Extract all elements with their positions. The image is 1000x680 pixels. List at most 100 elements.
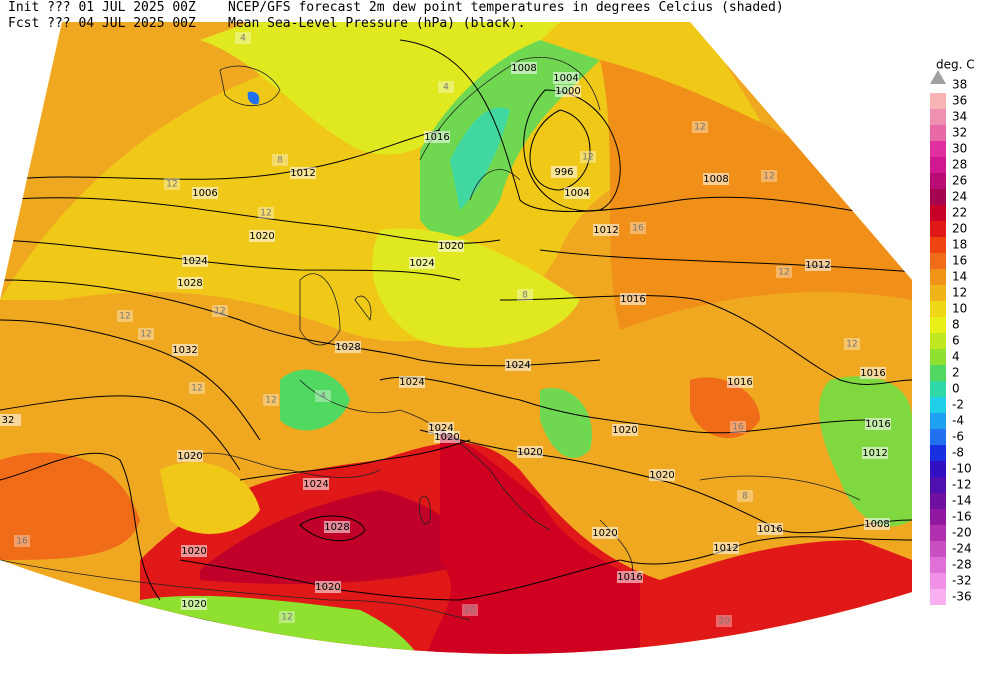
dewpoint-label-bg	[189, 382, 205, 394]
dewpoint-label-bg	[761, 170, 777, 182]
colorbar-label: -36	[952, 590, 972, 604]
pressure-label-bg	[865, 418, 891, 430]
pressure-label: 1024	[182, 256, 207, 267]
colorbar-swatch	[930, 509, 946, 525]
dewpoint-label: 12	[846, 340, 857, 350]
pressure-label: 1016	[300, 649, 325, 660]
dewpoint-label-bg	[692, 121, 708, 133]
colorbar-label: 18	[952, 238, 967, 252]
colorbar-swatch	[930, 477, 946, 493]
pressure-label-bg	[0, 414, 21, 426]
pressure-label: 1016	[757, 524, 782, 535]
dewpoint-label: 12	[166, 180, 177, 190]
pressure-label: 1016	[620, 294, 645, 305]
dewpoint-label-bg	[438, 81, 454, 93]
pressure-label: 1020	[517, 447, 542, 458]
pressure-label: 1020	[649, 470, 674, 481]
colorbar-swatch	[930, 365, 946, 381]
colorbar-swatch	[930, 141, 946, 157]
colorbar-label: 34	[952, 110, 967, 124]
pressure-label-bg	[511, 62, 537, 74]
pressure-label-bg	[424, 131, 450, 143]
dewpoint-label-bg	[272, 154, 288, 166]
pressure-label-bg	[335, 341, 361, 353]
pressure-label: 1028	[177, 278, 202, 289]
colorbar-label: 0	[952, 382, 960, 396]
dewpoint-label-bg	[279, 611, 295, 623]
pressure-label-bg	[620, 293, 646, 305]
dewpoint-label: 8	[522, 291, 528, 301]
dewpoint-label-bg	[730, 421, 746, 433]
dewpoint-label-bg	[776, 266, 792, 278]
pressure-label: 1006	[192, 188, 217, 199]
colorbar-swatch	[930, 205, 946, 221]
pressure-label: 1028	[335, 342, 360, 353]
pressure-label: 1012	[805, 260, 830, 271]
colorbar-label: 36	[952, 94, 967, 108]
pressure-label: 1008	[511, 63, 536, 74]
colorbar-label: 20	[952, 222, 967, 236]
dewpoint-label: 12	[281, 613, 292, 623]
isobar	[0, 452, 161, 601]
colorbar-swatch	[930, 413, 946, 429]
dewpoint-label: 12	[265, 396, 276, 406]
isobar	[539, 249, 912, 273]
pressure-label-bg	[399, 376, 425, 388]
colorbar-label: 24	[952, 190, 967, 204]
colorbar-label: -12	[952, 478, 972, 492]
colorbar-swatch	[930, 589, 946, 605]
dewpoint-label-bg	[14, 535, 30, 547]
pressure-label-bg	[324, 521, 350, 533]
forecast-time: Fcst ??? 04 JUL 2025 00Z	[8, 16, 196, 31]
pressure-label-bg	[551, 166, 577, 178]
dewpoint-label-bg	[212, 305, 228, 317]
pressure-label-bg	[315, 581, 341, 593]
colorbar-max-label: 38	[952, 78, 967, 92]
isobar	[399, 39, 912, 221]
dewpoint-label-bg	[716, 615, 732, 627]
isobar	[239, 439, 471, 481]
pressure-label-bg	[505, 359, 531, 371]
dewpoint-label: 8	[277, 156, 283, 166]
dewpoint-label: 12	[214, 307, 225, 317]
map: 1008 1004 1000 1016 996 1004 1012 1008 1006 1012 1…	[0, 22, 912, 660]
pressure-label: 1032	[172, 345, 197, 356]
pressure-label-bg	[564, 187, 590, 199]
colorbar-swatch	[930, 237, 946, 253]
header: Init ??? 01 JUL 2025 00Z NCEP/GFS foreca…	[8, 0, 784, 31]
pressure-label-bg	[181, 545, 207, 557]
pressure-label-bg	[300, 648, 326, 654]
pressure-label: 1016	[424, 132, 449, 143]
colorbar-swatch	[930, 125, 946, 141]
colorbar-swatch	[930, 381, 946, 397]
colorbar-swatch	[930, 525, 946, 541]
dewpoint-label-bg	[138, 328, 154, 340]
field-zone	[690, 377, 760, 439]
colorbar-label: -6	[952, 430, 964, 444]
pressure-label: 1012	[713, 543, 738, 554]
isobar	[0, 395, 241, 471]
pressure-label: 1008	[703, 174, 728, 185]
isobar	[619, 536, 912, 565]
dewpoint-label: 12	[582, 153, 593, 163]
pressure-label: 1000	[555, 86, 580, 97]
colorbar-swatch	[930, 349, 946, 365]
pressure-label-bg	[805, 259, 831, 271]
pressure-label-bg	[177, 277, 203, 289]
colorbar-label: -24	[952, 542, 972, 556]
pressure-label: 1016	[860, 368, 885, 379]
colorbar-swatch	[930, 493, 946, 509]
pressure-label: 1016	[617, 572, 642, 583]
pressure-label: 1004	[553, 73, 578, 84]
colorbar-label: 14	[952, 270, 967, 284]
colorbar-label: 4	[952, 350, 960, 364]
isobar	[499, 295, 912, 385]
dewpoint-label: 12	[191, 384, 202, 394]
dewpoint-label-bg	[258, 207, 274, 219]
isobar	[0, 239, 461, 281]
pressure-label: 1020	[315, 582, 340, 593]
dewpoint-label-bg	[164, 178, 180, 190]
colorbar-swatch	[930, 429, 946, 445]
pressure-label-bg	[182, 255, 208, 267]
